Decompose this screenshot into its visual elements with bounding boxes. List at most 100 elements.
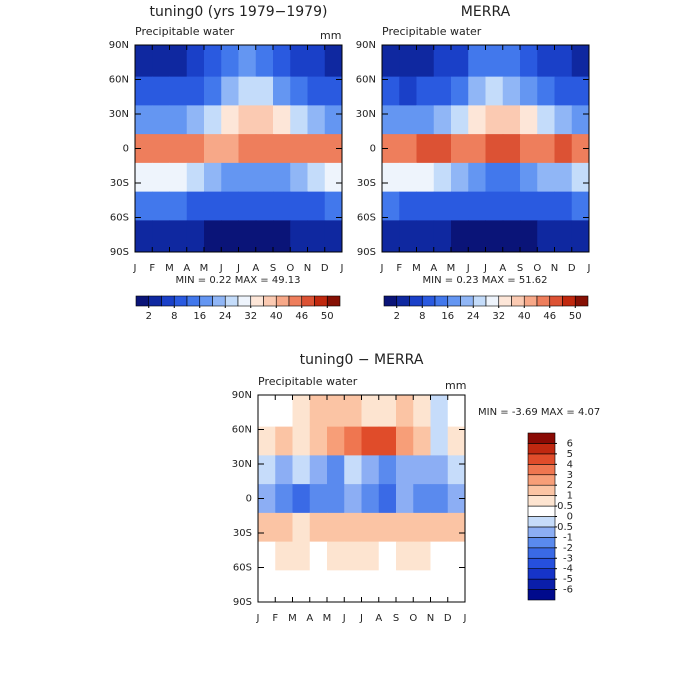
colorbar-swatch [511,295,525,307]
heatmap-cell [571,76,590,106]
heatmap-cell [152,105,170,135]
heatmap-cell [309,512,328,543]
x-tick-label: J [342,613,346,624]
heatmap-cell [447,484,466,514]
x-tick-label: A [306,613,313,624]
heatmap-cell [382,162,400,193]
y-tick-label: 90S [110,247,129,258]
y-tick-label: 30N [109,109,129,120]
heatmap-cell [382,191,400,221]
heatmap-cell [135,220,153,253]
colorbar-swatch [527,526,556,538]
heatmap-cell [255,45,274,78]
heatmap-cell [413,541,431,571]
heatmap-cell [258,426,276,456]
x-tick-label: S [270,263,276,274]
heatmap-cell [309,395,328,428]
heatmap-cell [292,484,311,514]
y-tick-label: 30N [356,109,376,120]
units: mm [320,29,341,42]
heatmap-cell [520,105,538,135]
colorbar-label: -5 [563,574,573,585]
heatmap-cell [169,45,188,78]
heatmap-cell [430,455,449,485]
heatmap-cell [307,162,326,193]
colorbar-swatch [527,432,556,444]
heatmap-cell [186,191,205,221]
x-tick-label: A [430,263,437,274]
heatmap-cell [258,512,276,543]
heatmap-cell [571,134,590,164]
heatmap-cell [290,162,308,193]
colorbar-label: 16 [193,311,206,322]
heatmap-cell [292,455,311,485]
heatmap-cell [307,105,326,135]
heatmap-cell [485,76,504,106]
heatmap-cell [221,76,239,106]
heatmap-cell [433,134,452,164]
heatmap-cell [255,76,274,106]
heatmap-cell [416,76,435,106]
x-tick-label: J [256,613,260,624]
y-tick-label: 0 [370,144,376,155]
heatmap-cell [258,541,276,571]
heatmap-cell [433,162,452,193]
heatmap-cell [571,162,590,193]
colorbar-swatch [396,295,410,307]
colorbar-label: 8 [419,311,425,322]
heatmap-cell [344,426,362,456]
heatmap-cell [378,455,397,485]
colorbar-label: 32 [492,311,505,322]
heatmap-cell [485,134,504,164]
y-tick-label: 90S [233,597,252,608]
panel-subtitle: Precipitable water [258,375,358,388]
y-tick-label: 30S [357,178,376,189]
heatmap-cell [186,162,205,193]
heatmap-cell [430,512,449,543]
heatmap-cell [238,76,257,106]
colorbar-swatch [421,295,436,307]
heatmap-cell [502,191,521,221]
heatmap-cell [324,162,343,193]
heatmap-cell [324,220,343,253]
colorbar-swatch [527,578,556,590]
colorbar-swatch [314,295,328,307]
y-tick-label: 90N [232,390,252,401]
heatmap-cell [430,541,449,571]
heatmap-cell [396,512,414,543]
heatmap-cell [468,162,486,193]
x-tick-label: J [236,263,240,274]
x-tick-label: M [412,263,421,274]
heatmap-cell [485,220,504,253]
y-tick-label: 90S [357,247,376,258]
colorbar-label: 50 [569,311,582,322]
colorbar-swatch [250,295,264,307]
x-tick-label: J [219,263,223,274]
heatmap-cell [430,426,449,456]
colorbar-swatch [527,505,556,517]
heatmap-cell [361,512,380,543]
heatmap-cell [416,220,435,253]
heatmap-cell [238,220,257,253]
min-max: MIN = 0.23 MAX = 51.62 [423,275,548,286]
heatmap-cell [361,541,380,571]
colorbar-swatch [562,295,576,307]
colorbar-label: 3 [567,470,573,481]
x-tick-label: O [533,263,541,274]
heatmap-cell [292,395,311,428]
heatmap-cell [324,191,343,221]
colorbar-swatch [527,547,556,559]
heatmap-cell [307,220,326,253]
heatmap-cell [255,134,274,164]
heatmap-cell [135,134,153,164]
heatmap-cell [447,570,466,603]
heatmap-cell [327,395,345,428]
heatmap-cell [273,105,291,135]
heatmap-cell [152,220,170,253]
heatmap-cell [258,484,276,514]
colorbar-swatch [275,295,290,307]
heatmap-cell [344,484,362,514]
colorbar-swatch [527,568,556,580]
colorbar-label: 0.5 [557,501,573,512]
colorbar-label: 2 [567,480,573,491]
